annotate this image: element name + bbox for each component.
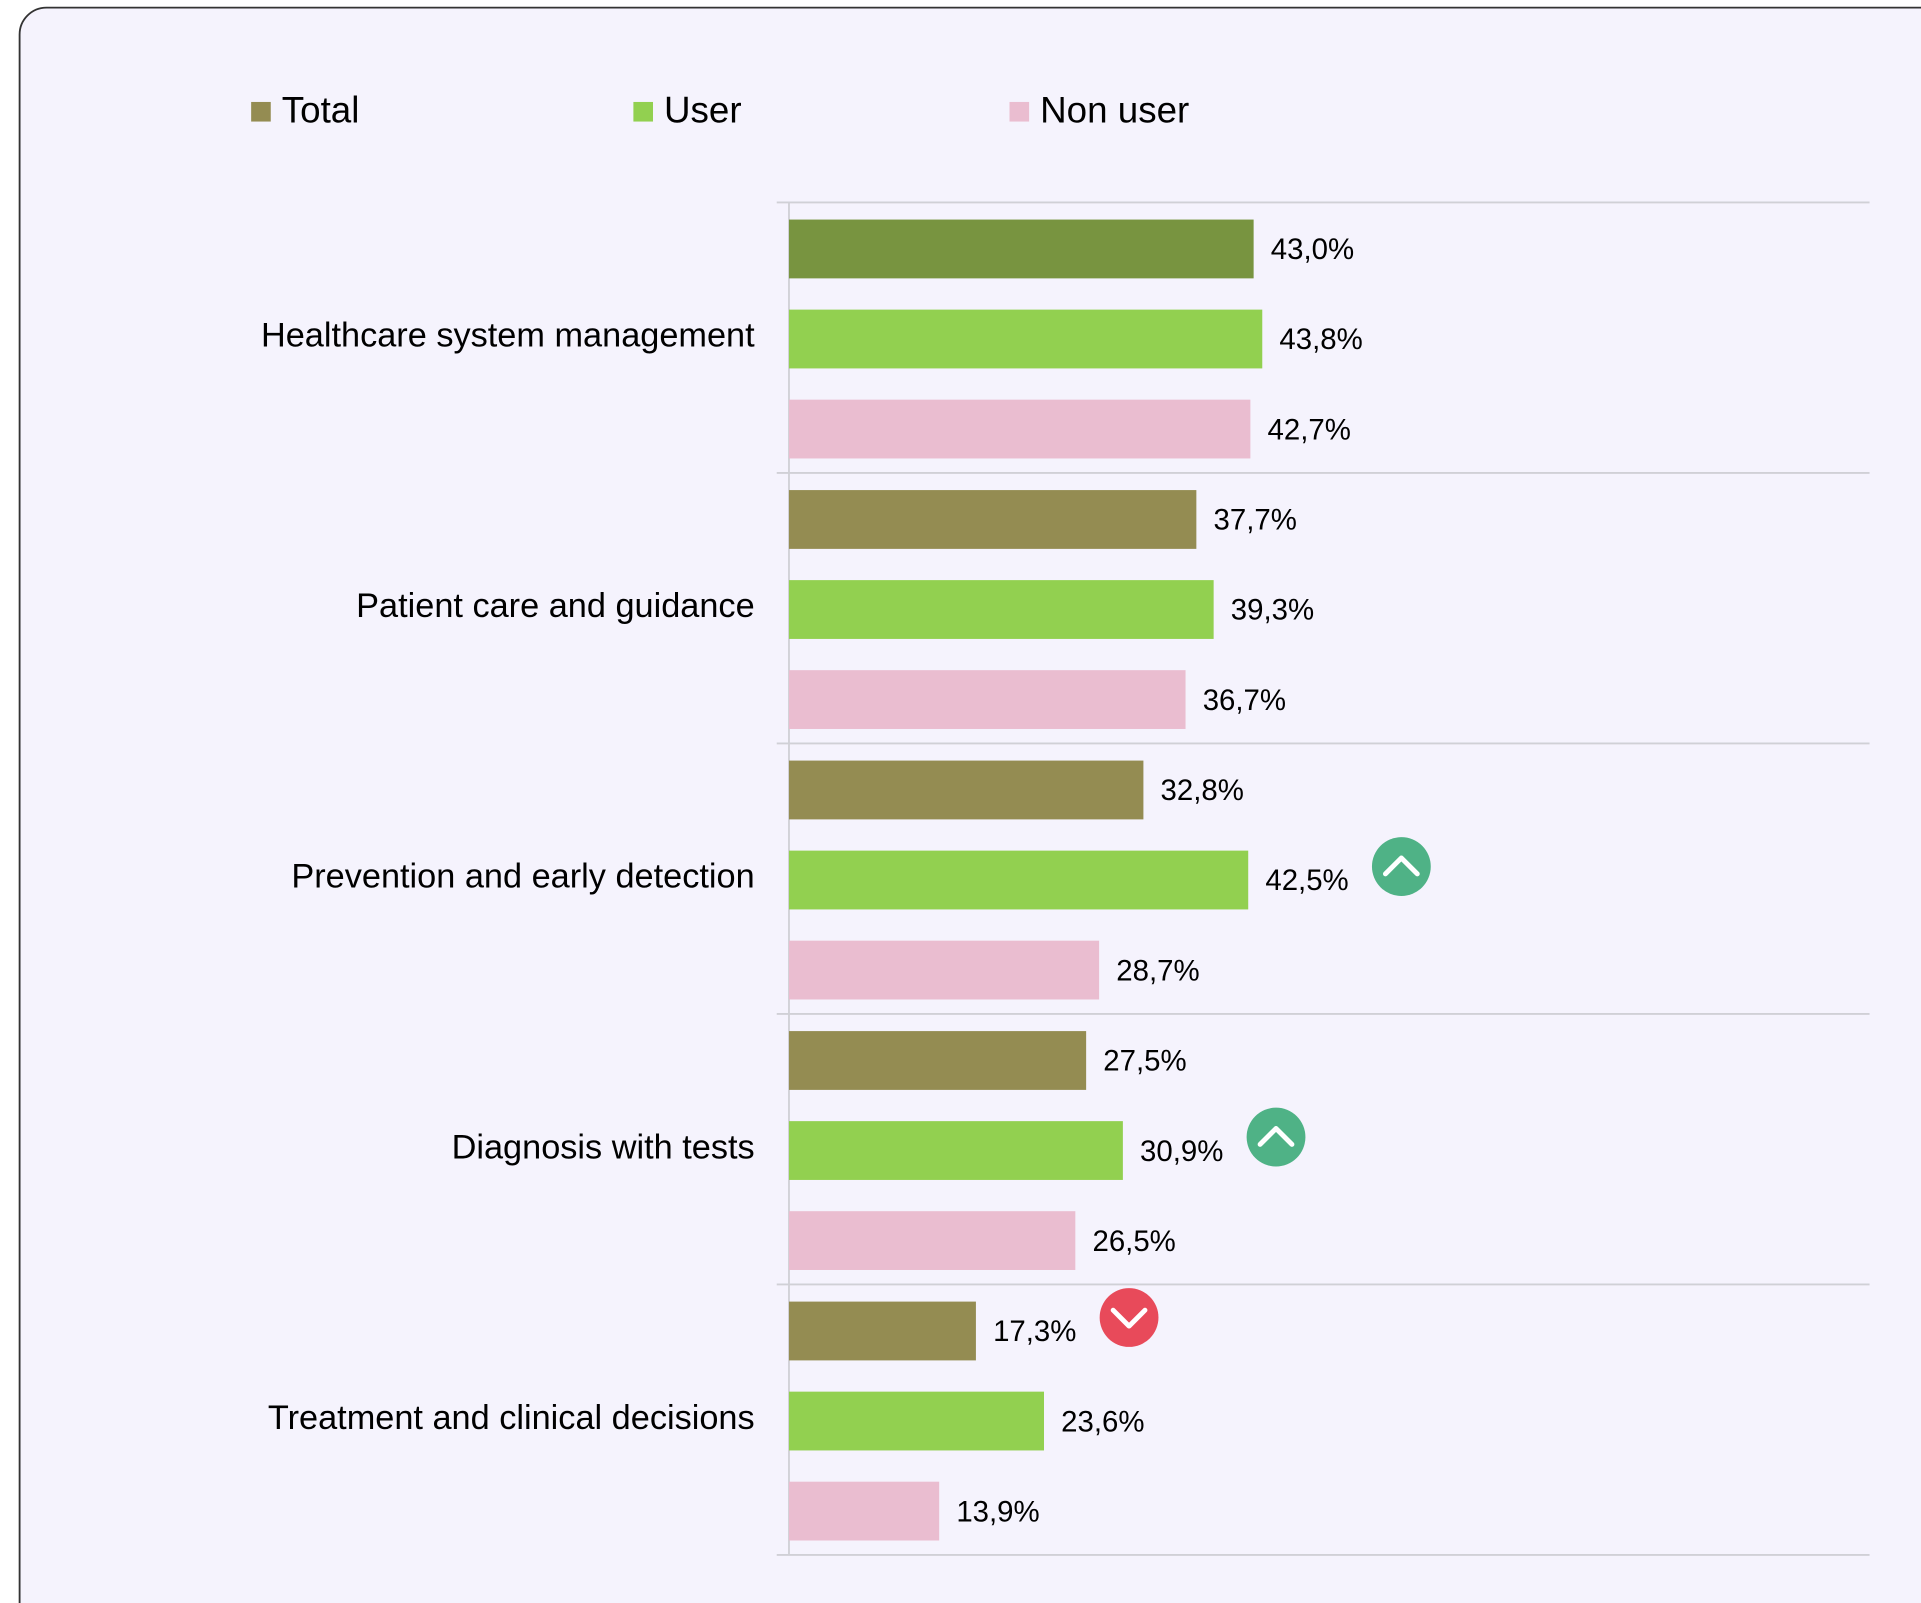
legend-label: User [664, 90, 742, 131]
category-label: Diagnosis with tests [452, 1128, 755, 1166]
bar [788, 1211, 1076, 1270]
bar [788, 1391, 1044, 1451]
bar [788, 760, 1144, 820]
value-label: 39,3% [1231, 594, 1314, 627]
category-label: Treatment and clinical decisions [268, 1399, 755, 1437]
value-label: 42,5% [1265, 864, 1348, 897]
category-label: Prevention and early detection [291, 858, 754, 896]
category-label: Patient care and guidance [356, 587, 755, 625]
bar [788, 670, 1186, 729]
significance-icon [1371, 837, 1431, 896]
value-label: 17,3% [993, 1315, 1076, 1348]
bar [788, 940, 1100, 1000]
value-label: 36,7% [1203, 684, 1286, 717]
legend-swatch [251, 101, 271, 122]
bar [788, 490, 1197, 549]
value-label: 28,7% [1116, 954, 1199, 987]
value-label: 32,8% [1161, 774, 1244, 807]
significance-chevron [1110, 1307, 1148, 1329]
value-label: 43,0% [1271, 233, 1354, 266]
value-label: 37,7% [1214, 504, 1297, 537]
legend-label: Total [282, 90, 360, 131]
bar [788, 1481, 940, 1541]
value-label: 27,5% [1103, 1045, 1186, 1078]
significance-circle [1246, 1107, 1306, 1167]
significance-icon [1246, 1107, 1306, 1167]
significance-icon [1099, 1288, 1159, 1347]
significance-chevron [1257, 1126, 1295, 1147]
value-label: 23,6% [1061, 1405, 1144, 1438]
value-label: 43,8% [1279, 323, 1362, 356]
legend-label: Non user [1040, 90, 1189, 131]
significance-circle [1099, 1288, 1159, 1347]
bar [788, 399, 1251, 459]
legend-swatch [1009, 101, 1030, 122]
bar [788, 1301, 976, 1361]
bar [788, 1121, 1123, 1180]
value-label: 30,9% [1140, 1135, 1223, 1168]
bar [788, 850, 1249, 910]
value-label: 26,5% [1092, 1225, 1175, 1258]
bar [788, 1031, 1087, 1090]
significance-circle [1371, 837, 1431, 896]
bar [788, 309, 1263, 369]
category-label: Healthcare system management [261, 317, 755, 355]
value-label: 13,9% [956, 1495, 1039, 1528]
value-label: 42,7% [1268, 413, 1351, 446]
legend-swatch [633, 101, 653, 122]
bar [788, 219, 1254, 279]
significance-chevron [1382, 855, 1420, 877]
bar [788, 580, 1214, 639]
